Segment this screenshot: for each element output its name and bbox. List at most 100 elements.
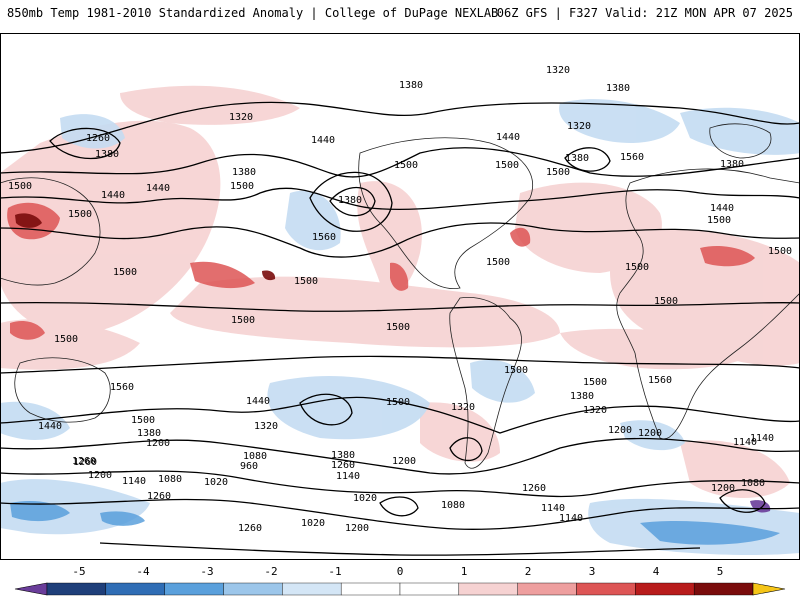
colorbar-swatch	[576, 582, 636, 596]
contour-label: 1260	[86, 133, 110, 144]
contour-label: 1320	[254, 421, 278, 432]
colorbar-swatch	[517, 582, 577, 596]
colorbar-tick-label: -4	[136, 565, 150, 578]
colorbar-tick-label: -1	[328, 565, 341, 578]
contour-label: 1200	[146, 438, 170, 449]
contour-label: 1140	[750, 433, 774, 444]
contour-label: 1380	[331, 450, 355, 461]
colorbar-swatch	[340, 582, 401, 596]
contour-label: 1380	[570, 391, 594, 402]
contour-label: 1020	[301, 518, 325, 529]
contour-label: 1380	[338, 195, 362, 206]
contour-label: 1500	[654, 296, 678, 307]
contour-label: 1440	[101, 190, 125, 201]
contour-label: 1140	[733, 437, 757, 448]
contour-label: 1560	[648, 375, 672, 386]
contour-label: 1500	[386, 397, 410, 408]
contour-label: 1320	[546, 65, 570, 76]
contour-label: 1500	[386, 322, 410, 333]
colorbar-extend-high	[752, 582, 786, 596]
continent-outlines	[0, 123, 800, 469]
contour-label: 1500	[231, 315, 255, 326]
colorbar-swatch	[693, 582, 754, 596]
colorbar-swatch	[635, 582, 695, 596]
contour-label: 1440	[146, 183, 170, 194]
colorbar-swatch	[164, 582, 224, 596]
contour-label: 1080	[741, 478, 765, 489]
contour-label: 1380	[232, 167, 256, 178]
contour-label: 1560	[620, 152, 644, 163]
warm-anomaly-shading	[0, 85, 800, 498]
contour-label: 1500	[625, 262, 649, 273]
colorbar-tick-label: 5	[717, 565, 724, 578]
map-title: 850mb Temp 1981-2010 Standardized Anomal…	[7, 6, 499, 20]
colorbar-tick-label: -2	[264, 565, 277, 578]
contour-labels: 1320 1380 1380 1320 1260 1380 1440 1440 …	[8, 65, 792, 534]
contour-label: 1440	[710, 203, 734, 214]
contour-label: 1500	[768, 246, 792, 257]
extreme-warm-anomaly	[15, 213, 276, 281]
contour-label: 1500	[230, 181, 254, 192]
contour-label: 1080	[243, 451, 267, 462]
contour-label: 1260	[72, 456, 96, 467]
contour-label: 1500	[707, 215, 731, 226]
contour-label: 1500	[486, 257, 510, 268]
contour-label: 1500	[583, 377, 607, 388]
colorbar-swatch	[399, 582, 460, 596]
contour-label: 1560	[110, 382, 134, 393]
colorbar: -5 -4 -3 -2 -1 0 1 2 3 4 5	[14, 565, 786, 596]
contour-label: 1200	[608, 425, 632, 436]
height-contours	[0, 101, 800, 556]
contour-label: 1020	[353, 493, 377, 504]
colorbar-tick-label: 0	[397, 565, 404, 578]
contour-label: 1080	[441, 500, 465, 511]
contour-label: 1020	[204, 477, 228, 488]
contour-label: 1260	[238, 523, 262, 534]
contour-label: 1200	[711, 483, 735, 494]
contour-label: 1440	[38, 421, 62, 432]
contour-label: 1140	[336, 471, 360, 482]
contour-label: 960	[240, 461, 258, 472]
contour-label: 1200	[345, 523, 369, 534]
contour-label: 1380	[399, 80, 423, 91]
strong-cool-anomaly	[10, 501, 780, 545]
contour-label: 1500	[546, 167, 570, 178]
colorbar-swatch	[223, 582, 283, 596]
contour-label: 1440	[311, 135, 335, 146]
contour-label: 1320	[583, 405, 607, 416]
contour-label: 1140	[541, 503, 565, 514]
contour-label: 1200	[638, 428, 662, 439]
colorbar-swatch	[105, 582, 165, 596]
colorbar-tick-label: -5	[72, 565, 85, 578]
contour-label: 1500	[394, 160, 418, 171]
contour-label: 1500	[131, 415, 155, 426]
contour-label: 1500	[495, 160, 519, 171]
strong-warm-anomaly	[7, 202, 755, 340]
contour-label: 1320	[451, 402, 475, 413]
contour-label: 1500	[8, 181, 32, 192]
model-run-info: 06Z GFS | F327 Valid: 21Z MON APR 07 202…	[496, 6, 793, 20]
colorbar-tick-labels: -5 -4 -3 -2 -1 0 1 2 3 4 5	[72, 565, 723, 578]
contour-label: 1140	[559, 513, 583, 524]
colorbar-tick-label: -3	[200, 565, 213, 578]
contour-label: 1200	[392, 456, 416, 467]
colorbar-swatch	[46, 582, 107, 596]
contour-label: 1500	[54, 334, 78, 345]
colorbar-tick-label: 4	[653, 565, 660, 578]
colorbar-tick-label: 1	[461, 565, 468, 578]
contour-label: 1380	[95, 149, 119, 160]
contour-label: 1380	[565, 153, 589, 164]
contour-label: 1320	[567, 121, 591, 132]
contour-label: 1320	[229, 112, 253, 123]
contour-label: 1560	[312, 232, 336, 243]
contour-label: 1260	[73, 457, 97, 468]
contour-label: 1440	[496, 132, 520, 143]
colorbar-tick-label: 2	[525, 565, 532, 578]
contour-label: 1260	[331, 460, 355, 471]
contour-label: 1500	[68, 209, 92, 220]
anomaly-map: 1320 1380 1380 1320 1260 1380 1440 1440 …	[0, 33, 800, 560]
contour-label: 1440	[246, 396, 270, 407]
contour-label: 1500	[504, 365, 528, 376]
contour-label: 1380	[137, 428, 161, 439]
contour-label: 1500	[113, 267, 137, 278]
